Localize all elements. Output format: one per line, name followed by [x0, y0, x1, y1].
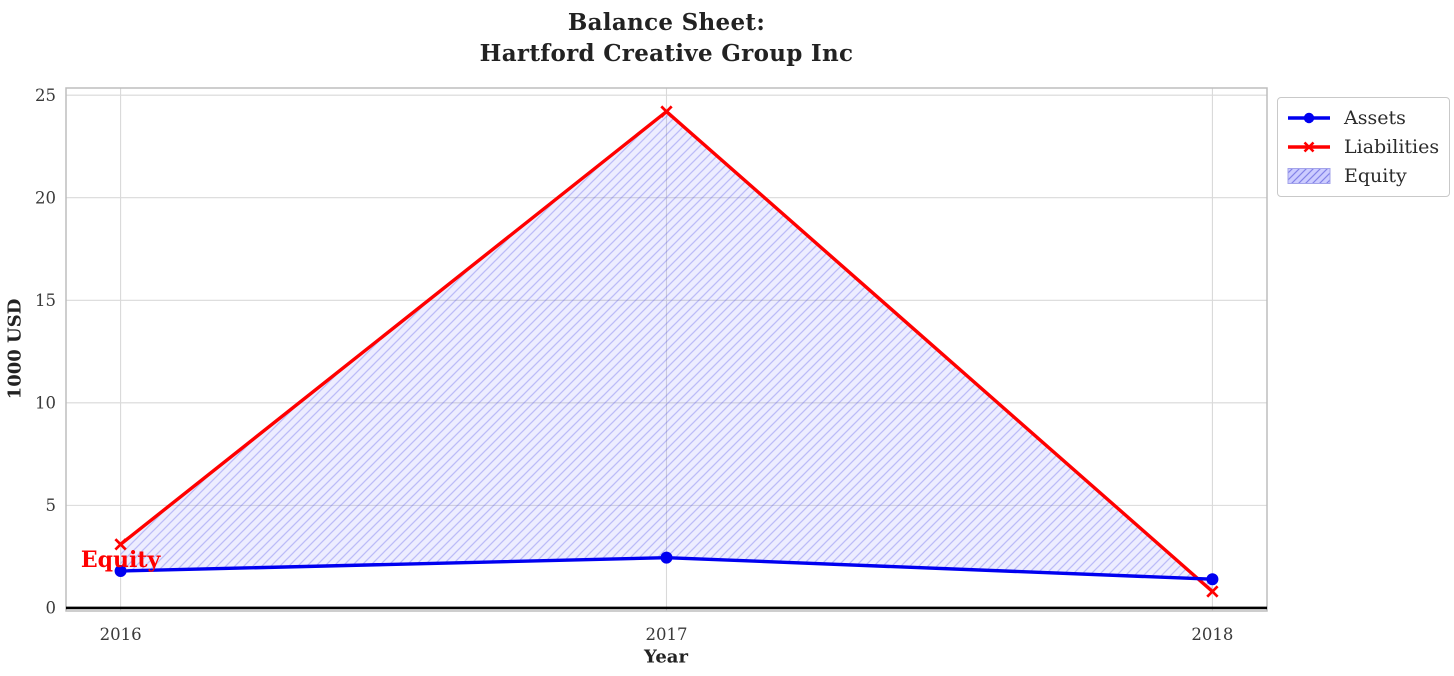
- svg-text:2016: 2016: [100, 625, 142, 644]
- legend-label-assets: Assets: [1344, 107, 1406, 129]
- chart-title-line1: Balance Sheet:: [567, 9, 766, 36]
- svg-text:20: 20: [35, 189, 56, 208]
- svg-text:10: 10: [35, 394, 56, 413]
- svg-text:2018: 2018: [1191, 625, 1233, 644]
- equity-annotation: Equity: [80, 546, 161, 573]
- assets-line-icon: [1288, 112, 1330, 124]
- svg-text:25: 25: [35, 86, 56, 105]
- legend-item-equity: Equity: [1287, 165, 1441, 187]
- equity-fill-area: [120, 111, 1213, 592]
- chart-title-line2: Hartford Creative Group Inc: [479, 40, 854, 67]
- plot-border: [65, 87, 1268, 612]
- liabilities-markers: [114, 105, 1219, 598]
- liabilities-line-icon: [1288, 141, 1330, 153]
- legend-label-liabilities: Liabilities: [1344, 136, 1440, 158]
- svg-text:5: 5: [46, 496, 57, 515]
- legend-item-liabilities: Liabilities: [1287, 136, 1441, 158]
- x-tick-labels: 2016 2017 2018: [100, 625, 1234, 644]
- assets-markers: [114, 551, 1219, 586]
- equity-hatch-icon: [1287, 168, 1331, 184]
- chart-title: Balance Sheet: Hartford Creative Group I…: [66, 7, 1267, 69]
- legend-item-assets: Assets: [1287, 107, 1441, 129]
- y-tick-labels: 0 5 10 15 20 25: [35, 86, 56, 618]
- svg-text:2017: 2017: [646, 625, 688, 644]
- y-axis-label: 1000 USD: [4, 298, 26, 400]
- svg-text:0: 0: [46, 599, 57, 618]
- x-axis-label: Year: [644, 646, 688, 668]
- legend: Assets Liabilities Equity: [1277, 97, 1450, 197]
- svg-text:15: 15: [35, 291, 56, 310]
- legend-label-equity: Equity: [1344, 165, 1407, 187]
